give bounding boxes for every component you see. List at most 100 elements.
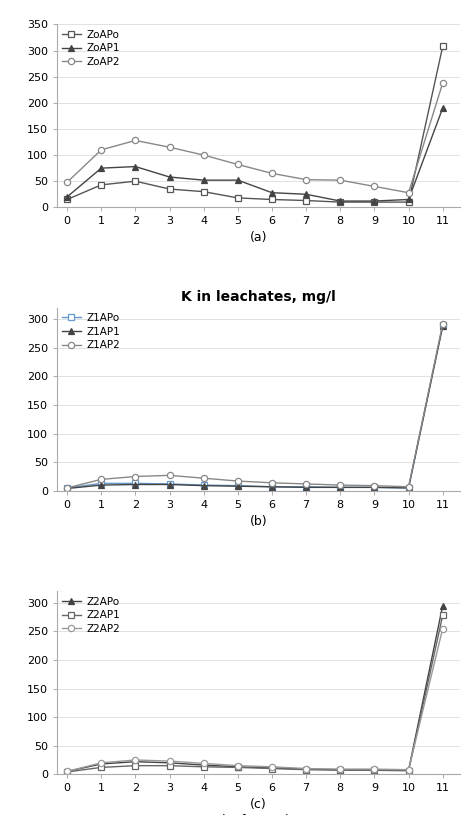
Z2APo: [64, 766, 70, 776]
ZoAP1: [99, 163, 104, 173]
ZoAP1: [167, 172, 173, 182]
Title: K in leachates, mg/l: K in leachates, mg/l: [181, 290, 336, 304]
Z2AP2: [372, 764, 377, 774]
Z1AP2: [303, 479, 309, 489]
Z1APo: [303, 482, 309, 491]
ZoAPo: [133, 176, 138, 186]
ZoAP1: [303, 189, 309, 199]
Z1AP2: [64, 483, 70, 493]
ZoAP2: [64, 178, 70, 187]
ZoAPo: [406, 197, 411, 207]
Z1AP1: [440, 321, 446, 331]
ZoAP1: [201, 175, 207, 185]
ZoAP2: [440, 78, 446, 88]
ZoAP2: [201, 150, 207, 160]
Z2AP2: [303, 764, 309, 773]
Z2APo: [440, 601, 446, 610]
Line: ZoAP1: ZoAP1: [64, 105, 446, 205]
ZoAP2: [372, 182, 377, 192]
Z1APo: [406, 483, 411, 493]
Z2APo: [269, 763, 275, 773]
Z2AP1: [235, 763, 241, 773]
Z2APo: [337, 764, 343, 774]
Text: (b): (b): [249, 514, 267, 527]
Z2AP1: [406, 766, 411, 776]
ZoAP1: [269, 187, 275, 197]
Z1AP2: [167, 470, 173, 480]
ZoAPo: [201, 187, 207, 196]
Z1AP1: [372, 482, 377, 492]
Legend: ZoAPo, ZoAP1, ZoAP2: ZoAPo, ZoAP1, ZoAP2: [60, 28, 122, 69]
ZoAP1: [133, 161, 138, 171]
Z1AP1: [406, 483, 411, 493]
Z1APo: [64, 483, 70, 493]
Line: Z1AP2: Z1AP2: [64, 321, 446, 491]
Z2AP2: [99, 758, 104, 768]
ZoAP2: [303, 174, 309, 184]
ZoAP1: [406, 195, 411, 205]
ZoAP2: [406, 187, 411, 197]
ZoAP2: [167, 143, 173, 152]
Z2AP1: [167, 760, 173, 770]
ZoAP1: [64, 192, 70, 202]
Z1APo: [201, 480, 207, 490]
Z1AP1: [99, 480, 104, 490]
ZoAP1: [440, 104, 446, 113]
Z1AP1: [64, 483, 70, 493]
Z1APo: [99, 478, 104, 488]
Z1AP2: [99, 474, 104, 484]
Z1AP1: [269, 482, 275, 491]
Z2APo: [235, 762, 241, 772]
Z2AP2: [269, 762, 275, 772]
ZoAP2: [269, 169, 275, 178]
ZoAPo: [440, 42, 446, 51]
ZoAPo: [337, 197, 343, 207]
Z2AP1: [372, 765, 377, 775]
Line: Z1APo: Z1APo: [64, 322, 446, 491]
ZoAP1: [337, 196, 343, 206]
Z2AP1: [201, 762, 207, 772]
Z1APo: [337, 482, 343, 492]
Z1AP2: [201, 474, 207, 483]
Z1AP2: [337, 480, 343, 490]
ZoAPo: [269, 195, 275, 205]
Z2AP1: [64, 767, 70, 777]
Z2APo: [201, 760, 207, 770]
ZoAP1: [372, 196, 377, 206]
Line: Z2AP1: Z2AP1: [64, 612, 446, 775]
Z2AP1: [133, 760, 138, 770]
Line: ZoAPo: ZoAPo: [64, 43, 446, 205]
Z1AP1: [303, 482, 309, 492]
ZoAPo: [167, 184, 173, 194]
Z1APo: [235, 481, 241, 491]
ZoAPo: [235, 193, 241, 203]
Z2APo: [99, 759, 104, 769]
Z2AP1: [99, 763, 104, 773]
Z1APo: [133, 478, 138, 488]
Z2AP2: [167, 756, 173, 766]
ZoAPo: [99, 180, 104, 190]
Z1APo: [167, 479, 173, 489]
Z1AP2: [372, 481, 377, 491]
Z1AP1: [337, 482, 343, 492]
Z2APo: [406, 765, 411, 775]
Z1AP2: [269, 478, 275, 487]
Z2AP1: [269, 764, 275, 773]
Line: Z2APo: Z2APo: [64, 602, 446, 774]
Z1AP1: [167, 479, 173, 489]
Z2AP2: [440, 623, 446, 633]
Z1AP2: [406, 482, 411, 491]
Z1APo: [372, 482, 377, 492]
Z2APo: [303, 764, 309, 774]
ZoAPo: [64, 195, 70, 205]
ZoAP2: [337, 175, 343, 185]
Z2APo: [167, 758, 173, 768]
ZoAPo: [372, 197, 377, 207]
Z2AP1: [337, 765, 343, 775]
Z2AP1: [440, 610, 446, 620]
Z2APo: [133, 757, 138, 767]
Z2AP2: [64, 766, 70, 776]
Z1AP1: [235, 482, 241, 491]
Z1APo: [269, 482, 275, 491]
Line: ZoAP2: ZoAP2: [64, 80, 446, 196]
